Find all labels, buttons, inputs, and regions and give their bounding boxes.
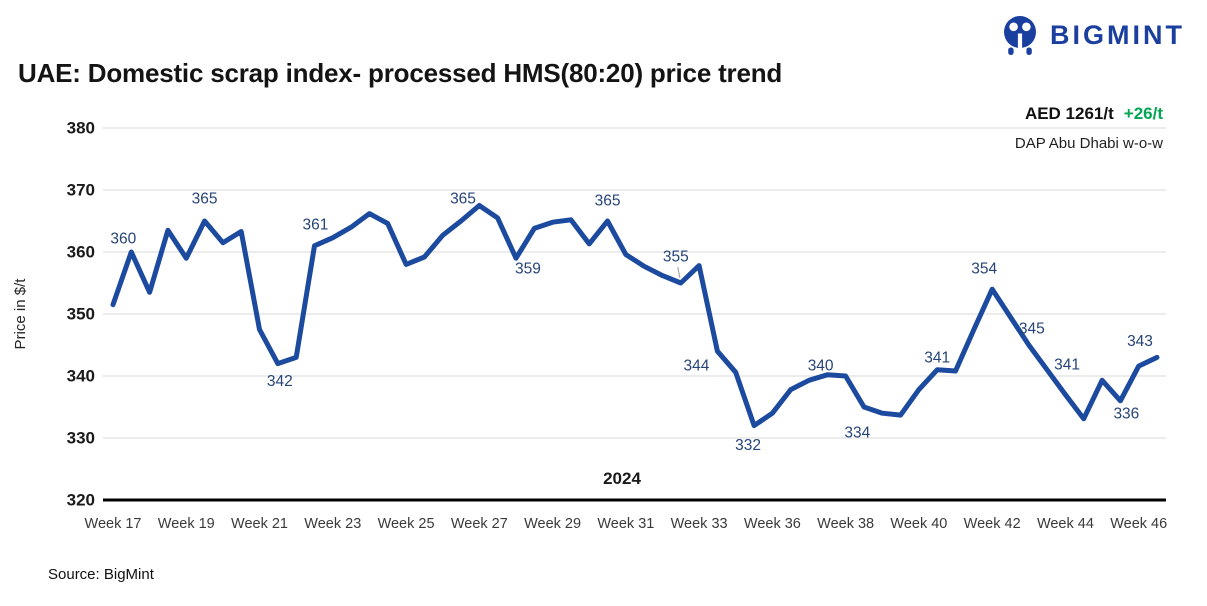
x-tick-label: Week 40 bbox=[890, 516, 947, 532]
x-tick-label: Week 19 bbox=[158, 516, 215, 532]
x-axis-year-label: 2024 bbox=[603, 469, 641, 488]
data-label: 341 bbox=[924, 349, 950, 366]
data-label: 340 bbox=[808, 358, 834, 375]
x-tick-label: Week 38 bbox=[817, 516, 874, 532]
data-label: 354 bbox=[971, 261, 997, 278]
data-label: 336 bbox=[1113, 405, 1139, 422]
y-tick-label: 380 bbox=[67, 119, 95, 138]
data-label: 342 bbox=[267, 373, 293, 390]
price-value: AED 1261/t bbox=[1024, 104, 1114, 123]
price-stat-line: AED 1261/t +26/t bbox=[1015, 104, 1163, 124]
y-tick-label: 320 bbox=[67, 491, 95, 510]
x-tick-label: Week 44 bbox=[1037, 516, 1094, 532]
y-tick-label: 370 bbox=[67, 181, 95, 200]
y-tick-label: 340 bbox=[67, 367, 95, 386]
bigmint-logo: BIGMINT bbox=[1000, 14, 1185, 56]
data-label: 332 bbox=[735, 437, 761, 454]
price-change: +26/t bbox=[1123, 104, 1163, 123]
data-label: 345 bbox=[1019, 321, 1045, 338]
data-label: 343 bbox=[1127, 333, 1153, 350]
y-axis-title: Price in $/t bbox=[12, 278, 29, 350]
bigmint-logo-icon bbox=[1004, 16, 1036, 55]
x-tick-label: Week 42 bbox=[964, 516, 1021, 532]
x-tick-label: Week 29 bbox=[524, 516, 581, 532]
data-label: 365 bbox=[595, 193, 621, 210]
y-tick-label: 350 bbox=[67, 305, 95, 324]
price-trend-chart: 320 330 340 350 360 370 380 Week 17 Week 19 Week … bbox=[12, 119, 1167, 533]
data-label: 334 bbox=[844, 425, 870, 442]
data-label: 359 bbox=[515, 261, 541, 278]
price-stat-block: AED 1261/t +26/t DAP Abu Dhabi w-o-w bbox=[1015, 104, 1163, 152]
x-tick-label: Week 25 bbox=[378, 516, 435, 532]
x-tick-label: Week 46 bbox=[1110, 516, 1167, 532]
x-tick-label: Week 31 bbox=[597, 516, 654, 532]
data-label: 365 bbox=[450, 191, 476, 208]
price-line bbox=[110, 203, 1160, 429]
x-tick-label: Week 33 bbox=[671, 516, 728, 532]
page-title: UAE: Domestic scrap index- processed HMS… bbox=[18, 58, 783, 88]
data-label: 365 bbox=[192, 191, 218, 208]
price-stat-subtitle: DAP Abu Dhabi w-o-w bbox=[1014, 135, 1163, 152]
data-label: 361 bbox=[303, 216, 329, 233]
data-label: 344 bbox=[683, 358, 709, 375]
data-label: 360 bbox=[110, 231, 136, 248]
y-tick-label: 360 bbox=[67, 243, 95, 262]
y-tick-label: 330 bbox=[67, 429, 95, 448]
data-label-leader bbox=[677, 266, 681, 279]
x-tick-label: Week 17 bbox=[85, 516, 142, 532]
x-tick-label: Week 21 bbox=[231, 516, 288, 532]
x-tick-label: Week 23 bbox=[304, 516, 361, 532]
x-tick-label: Week 36 bbox=[744, 516, 801, 532]
x-tick-label: Week 27 bbox=[451, 516, 508, 532]
data-label: 355 bbox=[663, 249, 689, 266]
brand-name: BIGMINT bbox=[1050, 19, 1185, 50]
data-label: 341 bbox=[1054, 356, 1080, 373]
source-note: Source: BigMint bbox=[48, 566, 154, 583]
